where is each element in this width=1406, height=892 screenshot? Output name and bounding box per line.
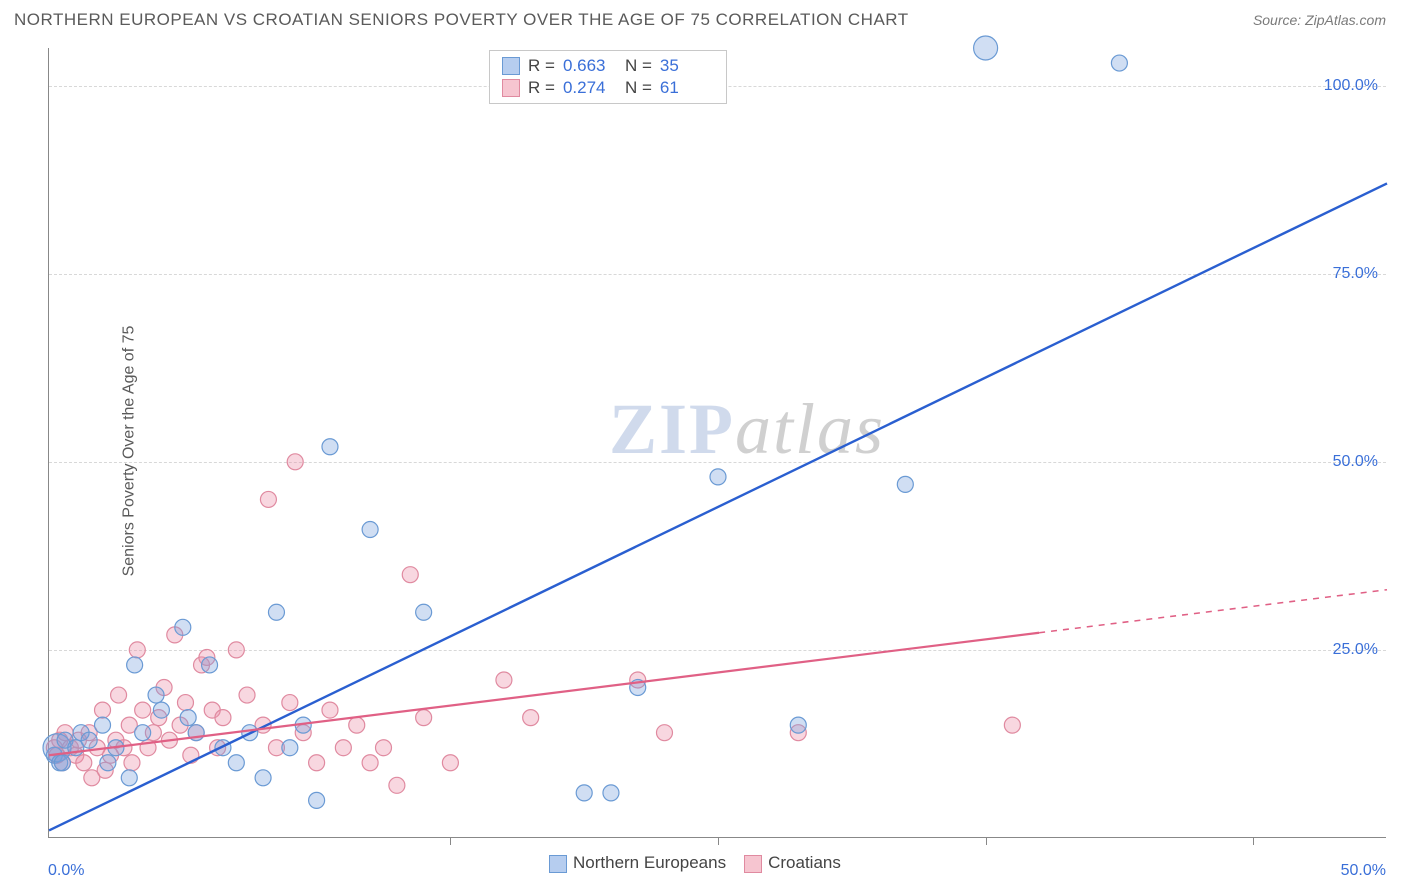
data-point — [1004, 717, 1020, 733]
data-point — [111, 687, 127, 703]
data-point — [416, 604, 432, 620]
data-point — [121, 770, 137, 786]
x-tick-mark — [450, 837, 451, 845]
header: NORTHERN EUROPEAN VS CROATIAN SENIORS PO… — [0, 0, 1406, 38]
data-point — [282, 740, 298, 756]
data-point — [309, 792, 325, 808]
legend-label-northern: Northern Europeans — [573, 853, 726, 872]
data-point — [202, 657, 218, 673]
data-point — [897, 476, 913, 492]
legend-row-croatian: R = 0.274 N = 61 — [502, 77, 714, 99]
data-point — [54, 755, 70, 771]
legend-item-northern: Northern Europeans — [549, 853, 726, 873]
data-point — [135, 725, 151, 741]
plot-area: ZIPatlas R = 0.663 N = 35 R = 0.274 N = … — [48, 48, 1386, 838]
x-tick-mark — [986, 837, 987, 845]
data-point — [95, 717, 111, 733]
data-point — [148, 687, 164, 703]
legend-n-label: N = — [625, 78, 652, 98]
correlation-legend: R = 0.663 N = 35 R = 0.274 N = 61 — [489, 50, 727, 104]
data-point — [282, 695, 298, 711]
data-point — [309, 755, 325, 771]
legend-swatch-icon — [549, 855, 567, 873]
data-point — [710, 469, 726, 485]
data-point — [127, 657, 143, 673]
data-point — [442, 755, 458, 771]
data-point — [656, 725, 672, 741]
legend-row-northern: R = 0.663 N = 35 — [502, 55, 714, 77]
trend-line — [49, 633, 1039, 755]
data-point — [175, 619, 191, 635]
data-point — [376, 740, 392, 756]
data-point — [76, 755, 92, 771]
trend-line-extrapolated — [1039, 590, 1387, 633]
data-point — [153, 702, 169, 718]
source-name: ZipAtlas.com — [1305, 12, 1386, 28]
data-point — [255, 770, 271, 786]
x-tick-mark — [718, 837, 719, 845]
data-point — [135, 702, 151, 718]
data-point — [362, 522, 378, 538]
data-point — [129, 642, 145, 658]
data-point — [523, 710, 539, 726]
data-point — [95, 702, 111, 718]
legend-swatch-northern — [502, 57, 520, 75]
legend-r-value-northern: 0.663 — [563, 56, 617, 76]
legend-swatch-icon — [744, 855, 762, 873]
series-legend: Northern Europeans Croatians — [549, 853, 841, 873]
legend-n-value-northern: 35 — [660, 56, 714, 76]
data-point — [81, 732, 97, 748]
data-point — [215, 710, 231, 726]
data-point — [322, 702, 338, 718]
legend-r-value-croatian: 0.274 — [563, 78, 617, 98]
source-attribution: Source: ZipAtlas.com — [1253, 12, 1386, 28]
data-point — [228, 642, 244, 658]
data-point — [576, 785, 592, 801]
data-point — [215, 740, 231, 756]
x-axis-min-label: 0.0% — [48, 862, 84, 880]
data-point — [239, 687, 255, 703]
x-axis-max-label: 50.0% — [1341, 862, 1386, 880]
legend-n-value-croatian: 61 — [660, 78, 714, 98]
data-point — [1111, 55, 1127, 71]
source-prefix: Source: — [1253, 12, 1305, 28]
data-point — [228, 755, 244, 771]
chart-svg — [49, 48, 1387, 838]
legend-n-label: N = — [625, 56, 652, 76]
trend-line — [49, 183, 1387, 830]
chart-title: NORTHERN EUROPEAN VS CROATIAN SENIORS PO… — [14, 10, 909, 30]
data-point — [974, 36, 998, 60]
data-point — [268, 604, 284, 620]
legend-swatch-croatian — [502, 79, 520, 97]
data-point — [603, 785, 619, 801]
data-point — [180, 710, 196, 726]
data-point — [335, 740, 351, 756]
data-point — [124, 755, 140, 771]
legend-r-label: R = — [528, 56, 555, 76]
x-tick-mark — [1253, 837, 1254, 845]
data-point — [362, 755, 378, 771]
data-point — [322, 439, 338, 455]
chart-container: Seniors Poverty Over the Age of 75 ZIPat… — [14, 42, 1394, 882]
data-point — [790, 717, 806, 733]
data-point — [416, 710, 432, 726]
data-point — [177, 695, 193, 711]
data-point — [402, 567, 418, 583]
data-point — [260, 491, 276, 507]
data-point — [349, 717, 365, 733]
data-point — [287, 454, 303, 470]
data-point — [389, 777, 405, 793]
legend-r-label: R = — [528, 78, 555, 98]
data-point — [100, 755, 116, 771]
legend-item-croatian: Croatians — [744, 853, 841, 873]
data-point — [496, 672, 512, 688]
legend-label-croatian: Croatians — [768, 853, 841, 872]
